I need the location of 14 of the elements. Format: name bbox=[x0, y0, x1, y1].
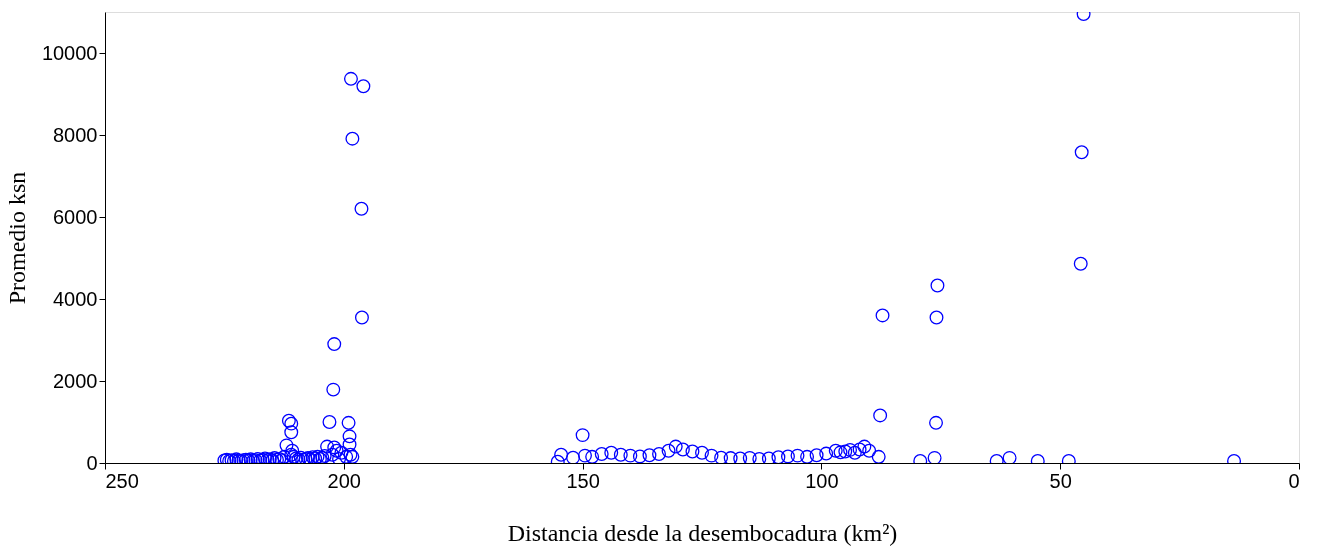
x-tick-label: 200 bbox=[327, 469, 361, 492]
y-tick-label: 8000 bbox=[53, 123, 98, 146]
x-tick-label: 150 bbox=[566, 469, 600, 492]
x-tick-label: 100 bbox=[805, 469, 839, 492]
y-tick-label: 4000 bbox=[53, 287, 98, 310]
x-axis-title: Distancia desde la desembocadura (km²) bbox=[507, 519, 898, 546]
y-tick-label: 10000 bbox=[41, 41, 98, 64]
y-tick-label: 2000 bbox=[53, 369, 98, 392]
x-tick-label: 0 bbox=[1288, 469, 1300, 492]
x-tick-label: 50 bbox=[1049, 469, 1072, 492]
y-tick-label: 6000 bbox=[53, 205, 98, 228]
x-tick-label: 250 bbox=[105, 469, 139, 492]
y-tick-label: 0 bbox=[86, 451, 98, 474]
y-axis-title: Promedio ksn bbox=[3, 171, 30, 305]
